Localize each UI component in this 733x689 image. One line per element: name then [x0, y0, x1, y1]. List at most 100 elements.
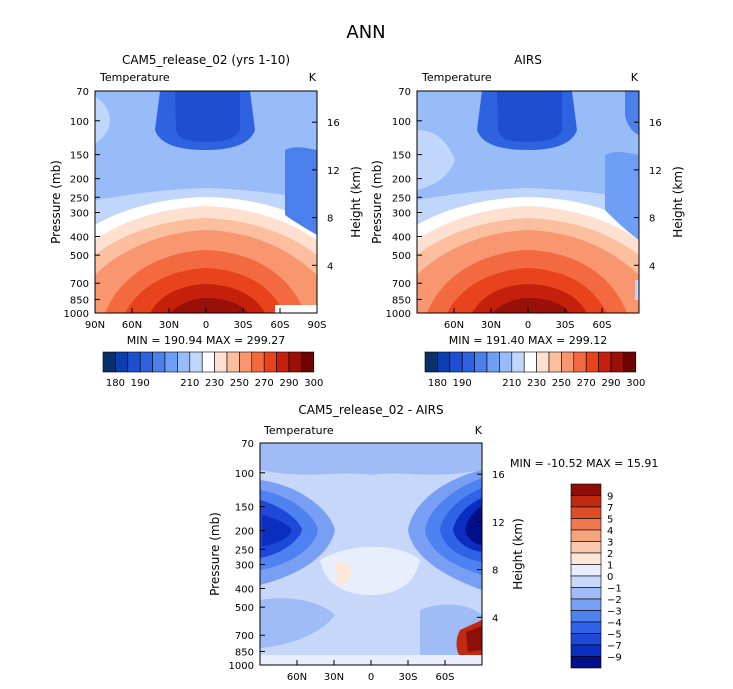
colorbar-swatch [536, 351, 550, 373]
colorbar-swatch [102, 351, 116, 373]
colorbar-swatch [523, 351, 537, 373]
colorbar-label: −9 [607, 653, 622, 664]
colorbar-swatch [177, 351, 191, 373]
pressure-tick-label: 500 [235, 603, 254, 614]
lat-tick-label: 60S [270, 320, 289, 331]
pressure-tick-label: 200 [235, 527, 254, 538]
colorbar-label: 7 [607, 503, 613, 514]
colorbar-label: 1 [607, 561, 613, 572]
colorbar-label: −5 [607, 630, 622, 641]
pressure-tick-label: 850 [392, 295, 411, 306]
colorbar-label: 270 [255, 378, 274, 389]
minmax-text: MIN = 191.40 MAX = 299.12 [449, 334, 607, 347]
height-tick-label: 12 [327, 166, 340, 177]
colorbar-swatch [573, 351, 587, 373]
lat-tick-label: 60S [435, 672, 454, 683]
colorbar-label: 250 [230, 378, 249, 389]
pressure-tick-label: 700 [70, 279, 89, 290]
height-tick-label: 8 [492, 566, 498, 577]
contour-field [417, 91, 639, 313]
pressure-tick-label: 500 [70, 251, 89, 262]
units-label: K [309, 71, 317, 84]
lat-tick-label: 30N [324, 672, 344, 683]
colorbar-swatch [288, 351, 302, 373]
colorbar-swatch [115, 351, 129, 373]
pressure-tick-label: 100 [392, 117, 411, 128]
colorbar-swatch [139, 351, 153, 373]
field-label: Temperature [99, 71, 170, 84]
y-axis-label: Pressure (mb) [208, 512, 222, 596]
pressure-tick-label: 70 [76, 87, 89, 98]
colorbar-label: 0 [607, 572, 613, 583]
colorbar-label: 180 [428, 378, 447, 389]
colorbar-label: 250 [552, 378, 571, 389]
height-tick-label: 12 [492, 518, 505, 529]
pressure-tick-label: 400 [70, 233, 89, 244]
colorbar-swatch [570, 564, 602, 577]
colorbar-label: 4 [607, 526, 613, 537]
units-label: K [631, 71, 639, 84]
colorbar-label: 270 [577, 378, 596, 389]
colorbar-label: 180 [106, 378, 125, 389]
lat-tick-label: 0 [368, 672, 374, 683]
lat-tick-label: 60S [592, 320, 611, 331]
lat-tick-label: 90N [85, 320, 105, 331]
colorbar-swatch [239, 351, 253, 373]
lat-tick-label: 30S [555, 320, 574, 331]
axes: Pressure (mb) Height (km) MIN = 191.40 M… [370, 160, 685, 347]
height-tick-label: 4 [649, 261, 655, 272]
minmax-text: MIN = -10.52 MAX = 15.91 [510, 457, 658, 470]
colorbar-swatch [570, 656, 602, 669]
pressure-tick-label: 100 [235, 469, 254, 480]
colorbar-swatch [449, 351, 463, 373]
pressure-tick-label: 850 [70, 295, 89, 306]
colorbar-swatch [251, 351, 265, 373]
colorbar-swatch [585, 351, 599, 373]
pressure-tick-label: 150 [235, 503, 254, 514]
colorbar-label: 190 [131, 378, 150, 389]
colorbar-label: 290 [601, 378, 620, 389]
lat-tick-label: 0 [203, 320, 209, 331]
pressure-tick-label: 70 [398, 87, 411, 98]
colorbar-swatch [561, 351, 575, 373]
pressure-tick-label: 300 [392, 208, 411, 219]
colorbar-label: 9 [607, 492, 613, 503]
colorbar-label: 210 [180, 378, 199, 389]
colorbar-swatch [189, 351, 203, 373]
colorbar-swatch [570, 610, 602, 623]
colorbar-swatch [570, 552, 602, 565]
colorbar-swatch [570, 621, 602, 634]
colorbar-swatch [570, 495, 602, 508]
lat-tick-label: 30S [233, 320, 252, 331]
colorbar-swatch [226, 351, 240, 373]
units-label: K [475, 424, 483, 437]
height-tick-label: 8 [327, 214, 333, 225]
colorbar-swatch [570, 587, 602, 600]
colorbar-swatch [570, 575, 602, 588]
colorbar-swatch [301, 351, 315, 373]
pressure-tick-label: 1000 [386, 309, 411, 320]
contour-field [260, 443, 482, 665]
lat-tick-label: 60N [287, 672, 307, 683]
colorbar-label: −7 [607, 641, 622, 652]
colorbar-swatch [570, 541, 602, 554]
axes: Pressure (mb) Height (km) MIN = 190.94 M… [49, 160, 363, 347]
pressure-tick-label: 300 [235, 560, 254, 571]
colorbar-label: 300 [304, 378, 323, 389]
colorbar-swatch [570, 483, 602, 496]
y-axis-label: Pressure (mb) [49, 160, 63, 244]
colorbar-swatch [570, 598, 602, 611]
pressure-tick-label: 250 [235, 545, 254, 556]
panel-title: CAM5_release_02 (yrs 1-10) [122, 53, 290, 67]
pressure-tick-label: 400 [392, 233, 411, 244]
colorbar-label: 290 [279, 378, 298, 389]
colorbar-label: −4 [607, 618, 622, 629]
pressure-tick-label: 400 [235, 585, 254, 596]
lat-tick-label: 90S [307, 320, 326, 331]
lat-tick-label: 30N [481, 320, 501, 331]
colorbar-swatch [598, 351, 612, 373]
contour-field [95, 91, 317, 313]
height-tick-label: 16 [649, 118, 662, 129]
colorbar-label: −1 [607, 584, 622, 595]
